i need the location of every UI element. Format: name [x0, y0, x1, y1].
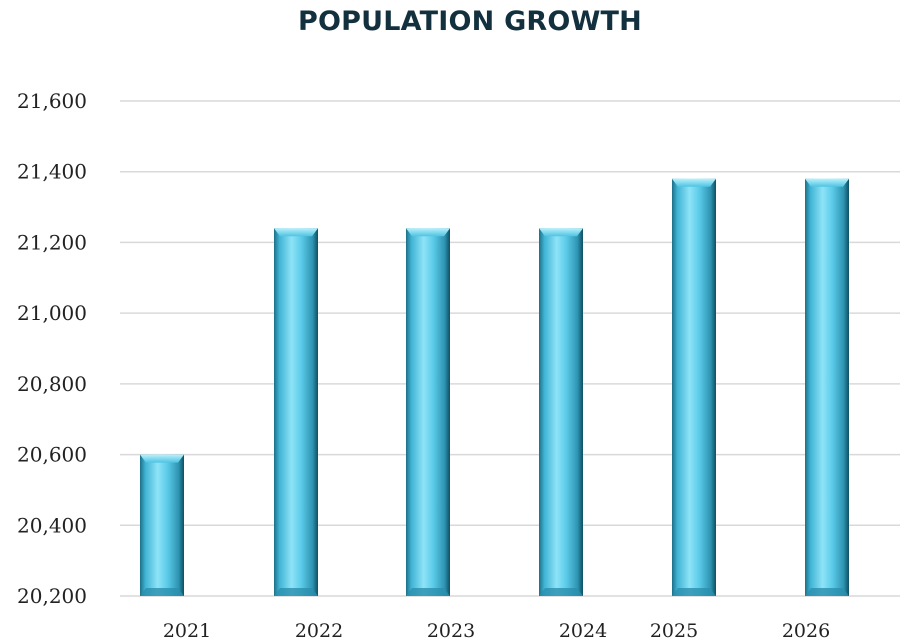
bar-body: [539, 228, 583, 597]
bar-top-bevel: [406, 228, 450, 237]
bar-2025: [672, 178, 716, 597]
chart-title: POPULATION GROWTH: [298, 6, 642, 37]
bar-body: [406, 228, 450, 597]
x-axis-labels: 2021 2022 2023 2024 2025 2026: [163, 620, 830, 642]
bar-top-bevel: [539, 228, 583, 237]
bar-body: [274, 228, 318, 597]
y-tick-label: 21,600: [17, 89, 87, 113]
bar-top-bevel: [274, 228, 318, 237]
bar-bottom-bevel: [406, 588, 450, 596]
y-tick-label: 20,400: [17, 513, 87, 537]
y-axis-ticks: 20,200 20,400 20,600 20,800 21,000 21,200 21,4…: [17, 89, 87, 608]
y-tick-label: 21,200: [17, 230, 87, 254]
x-tick-label: 2023: [427, 620, 475, 642]
bars: [140, 178, 849, 597]
y-tick-label: 21,400: [17, 160, 87, 184]
y-tick-label: 21,000: [17, 301, 87, 325]
bar-body: [805, 178, 849, 597]
bar-bottom-bevel: [140, 588, 184, 596]
bar-2024: [539, 228, 583, 597]
y-tick-label: 20,600: [17, 443, 87, 467]
bar-bottom-bevel: [805, 588, 849, 596]
x-tick-label: 2025: [650, 620, 698, 642]
bar-2021: [140, 454, 184, 596]
y-tick-label: 20,200: [17, 584, 87, 608]
gridlines: [120, 100, 900, 597]
bar-2023: [406, 228, 450, 597]
bar-2026: [805, 178, 849, 597]
bar-top-bevel: [672, 178, 716, 187]
bar-top-bevel: [805, 178, 849, 187]
bar-body: [140, 454, 184, 596]
bar-bottom-bevel: [672, 588, 716, 596]
bar-body: [672, 178, 716, 597]
bar-bottom-bevel: [274, 588, 318, 596]
y-tick-label: 20,800: [17, 372, 87, 396]
x-tick-label: 2022: [295, 620, 343, 642]
x-tick-label: 2024: [559, 620, 607, 642]
x-tick-label: 2026: [782, 620, 830, 642]
bar-bottom-bevel: [539, 588, 583, 596]
bar-2022: [274, 228, 318, 597]
x-tick-label: 2021: [163, 620, 211, 642]
bar-top-bevel: [140, 454, 184, 463]
